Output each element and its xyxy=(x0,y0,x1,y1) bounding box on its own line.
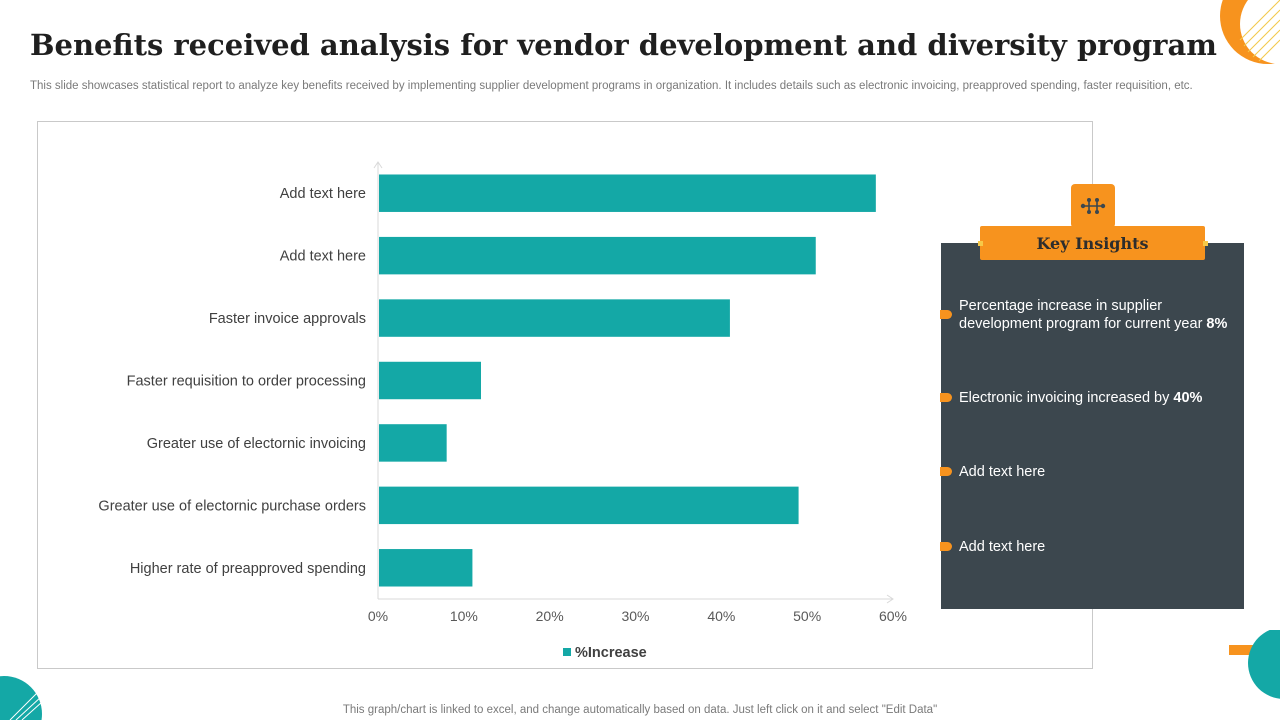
category-label: Faster invoice approvals xyxy=(209,311,366,327)
category-label: Higher rate of preapproved spending xyxy=(130,561,366,577)
x-axis-arrow xyxy=(886,594,894,604)
insight-item-4: Add text here xyxy=(959,539,1046,555)
legend-label: %Increase xyxy=(575,645,647,661)
page-title: Benefits received analysis for vendor de… xyxy=(30,28,1217,62)
chart-frame: Add text here Add text here Faster invoice… xyxy=(37,121,1093,669)
x-tick-label: 40% xyxy=(707,608,735,624)
x-tick-label: 10% xyxy=(450,608,478,624)
x-tick-label: 30% xyxy=(621,608,649,624)
bar-chart: Add text here Add text here Faster invoice… xyxy=(98,161,907,661)
legend-swatch xyxy=(563,648,571,656)
x-tick-label: 20% xyxy=(536,608,564,624)
category-label: Greater use of electornic purchase order… xyxy=(98,498,366,514)
insight-item-2: Electronic invoicing increased by 40% xyxy=(959,390,1203,406)
network-icon xyxy=(1071,184,1115,228)
x-tick-label: 0% xyxy=(368,608,388,624)
footer-note: This graph/chart is linked to excel, and… xyxy=(342,704,938,716)
y-axis-arrow xyxy=(373,161,383,169)
category-label: Add text here xyxy=(280,186,366,202)
insight-bullet xyxy=(940,542,952,551)
bar xyxy=(379,486,799,525)
bar xyxy=(379,361,481,400)
insight-item-3: Add text here xyxy=(959,464,1046,480)
header-dot-right xyxy=(1203,241,1208,246)
bar xyxy=(379,549,473,587)
bottom-left-decoration xyxy=(0,676,43,720)
bar xyxy=(379,236,816,275)
bar xyxy=(379,299,730,337)
page-subtitle: This slide showcases statistical report … xyxy=(30,80,1193,92)
x-tick-label: 50% xyxy=(793,608,821,624)
insight-bullet xyxy=(940,467,952,476)
category-label: Greater use of electornic invoicing xyxy=(147,436,366,452)
insight-bullet xyxy=(940,393,952,402)
top-right-decoration xyxy=(1220,0,1280,64)
key-insights-panel xyxy=(941,243,1244,609)
category-label: Faster requisition to order processing xyxy=(127,374,366,390)
category-label: Add text here xyxy=(280,249,366,265)
insight-item-1: Percentage increase in supplier developm… xyxy=(959,298,1228,332)
key-insights-header: Key Insights xyxy=(980,226,1205,260)
bottom-right-decoration xyxy=(1248,630,1280,699)
bottom-right-orange-bar xyxy=(1229,645,1266,655)
insight-bullet xyxy=(940,310,952,319)
bar xyxy=(379,174,876,212)
bar xyxy=(379,424,447,462)
header-dot-left xyxy=(978,241,983,246)
x-tick-label: 60% xyxy=(879,608,907,624)
key-insights-title: Key Insights xyxy=(1036,233,1149,253)
